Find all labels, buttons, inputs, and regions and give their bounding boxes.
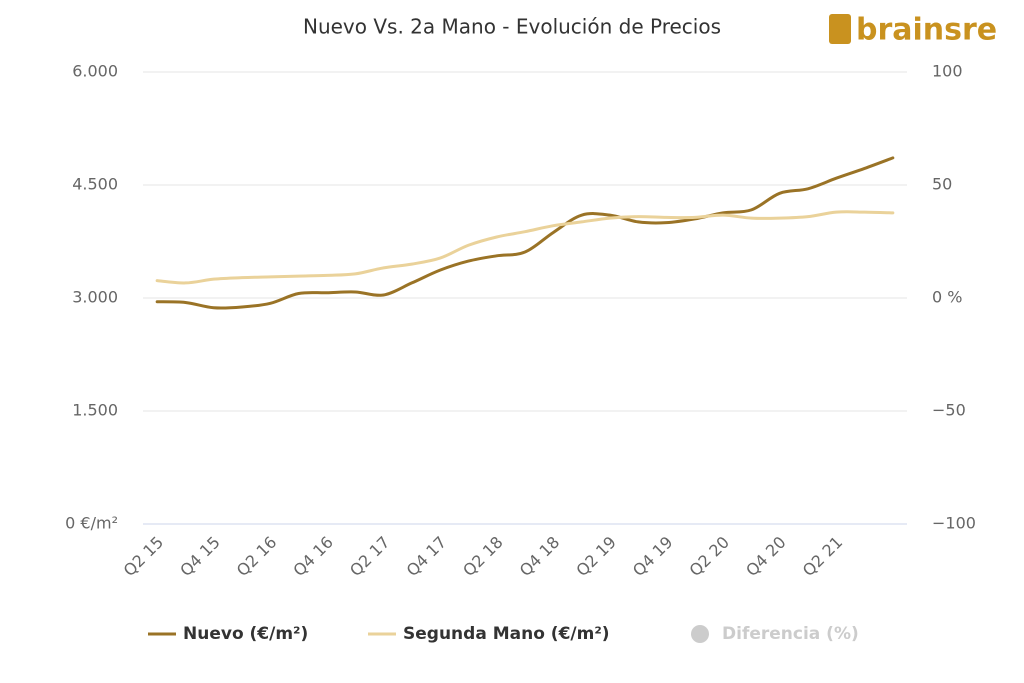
legend-label: Segunda Mano (€/m²) [403,624,610,644]
x-tick-label: Q4 19 [629,533,677,581]
y2-tick-label: 100 [932,62,963,81]
y2-tick-label: 0 % [932,288,962,307]
x-tick-label: Q4 16 [289,533,337,581]
x-tick-label: Q2 20 [686,533,734,581]
y-tick-label: 4.500 [72,175,118,194]
y-tick-label: 1.500 [72,401,118,420]
legend-label: Diferencia (%) [722,624,859,644]
legend-symbol [691,625,709,643]
x-tick-label: Q2 16 [233,533,281,581]
line-series [155,210,895,285]
y2-tick-label: −50 [932,401,966,420]
x-tick-label: Q2 21 [799,533,847,581]
x-tick-label: Q4 15 [176,533,224,581]
x-tick-label: Q2 18 [459,533,507,581]
x-tick-label: Q2 19 [572,533,620,581]
y2-tick-label: 50 [932,175,952,194]
logo-icon [829,14,851,44]
x-tick-label: Q2 15 [120,533,168,581]
chart-title: Nuevo Vs. 2a Mano - Evolución de Precios [303,15,721,39]
x-tick-label: Q4 18 [516,533,564,581]
x-tick-label: Q4 17 [403,533,451,581]
y2-tick-label: −100 [932,514,976,533]
y-tick-label: 6.000 [72,62,118,81]
y-tick-label: 3.000 [72,288,118,307]
x-tick-label: Q4 20 [742,533,790,581]
x-tick-label: Q2 17 [346,533,394,581]
logo: brainsre [856,13,997,48]
legend-label: Nuevo (€/m²) [183,624,308,644]
y-tick-label: 0 €/m² [65,514,118,533]
line-series [155,156,895,310]
